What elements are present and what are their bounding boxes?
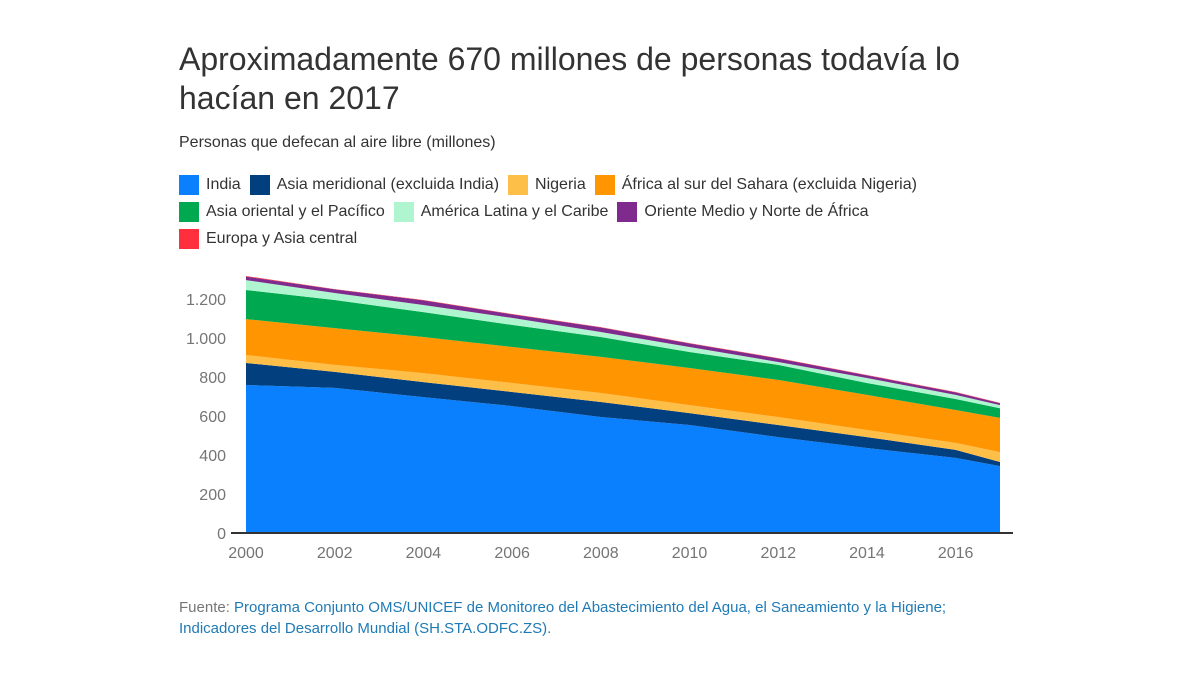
x-tick-label: 2000 (228, 545, 264, 562)
legend-item-europe-central-asia[interactable]: Europa y Asia central (179, 228, 358, 249)
y-tick-label: 800 (199, 370, 226, 387)
y-tick-label: 1.200 (186, 292, 226, 309)
legend-item-nigeria[interactable]: Nigeria (508, 174, 586, 195)
legend-item-india[interactable]: India (179, 174, 241, 195)
y-tick-label: 400 (199, 448, 226, 465)
legend-row: India Asia meridional (excluida India) N… (179, 171, 1039, 198)
y-axis: 0 200 400 600 800 1.000 1.200 (186, 292, 246, 543)
legend-swatch-middle-east (617, 201, 638, 222)
legend-item-middle-east[interactable]: Oriente Medio y Norte de África (617, 201, 869, 222)
legend-item-south-asia[interactable]: Asia meridional (excluida India) (249, 174, 500, 195)
area-series-0[interactable] (246, 385, 1000, 533)
legend-item-latin-america[interactable]: América Latina y el Caribe (393, 201, 609, 222)
legend-label: Asia meridional (excluida India) (276, 175, 500, 193)
legend: India Asia meridional (excluida India) N… (179, 171, 1039, 252)
area-series-1[interactable] (246, 363, 1000, 467)
legend-label: África al sur del Sahara (excluida Niger… (621, 175, 917, 193)
area-series-4[interactable] (246, 290, 1000, 418)
legend-label: Oriente Medio y Norte de África (644, 202, 869, 220)
x-tick-label: 2016 (938, 545, 974, 562)
x-tick-label: 2014 (849, 545, 885, 562)
y-tick-label: 200 (199, 487, 226, 504)
legend-row: Asia oriental y el Pacífico América Lati… (179, 198, 1039, 225)
source-note: Fuente: Programa Conjunto OMS/UNICEF de … (179, 597, 1059, 639)
legend-swatch-europe-central-asia (179, 228, 199, 249)
legend-swatch-east-asia-pacific (179, 201, 199, 222)
source-prefix: Fuente: (179, 599, 235, 616)
legend-label: Europa y Asia central (206, 229, 358, 247)
chart-areas (246, 276, 1000, 533)
x-tick-label: 2006 (494, 545, 530, 562)
y-tick-label: 0 (217, 526, 226, 543)
legend-label: Nigeria (535, 175, 586, 193)
legend-item-east-asia-pacific[interactable]: Asia oriental y el Pacífico (179, 201, 385, 222)
legend-item-sub-saharan-africa[interactable]: África al sur del Sahara (excluida Niger… (594, 174, 917, 195)
legend-swatch-south-asia (249, 174, 270, 195)
legend-swatch-sub-saharan-africa (594, 174, 615, 195)
x-tick-label: 2010 (672, 545, 708, 562)
legend-label: India (206, 175, 241, 193)
source-link-wdi[interactable]: Indicadores del Desarrollo Mundial (SH.S… (179, 620, 552, 637)
legend-swatch-india (179, 174, 199, 195)
y-tick-label: 1.000 (186, 331, 226, 348)
legend-label: Asia oriental y el Pacífico (206, 202, 385, 220)
x-tick-label: 2008 (583, 545, 619, 562)
legend-swatch-nigeria (508, 174, 529, 195)
area-series-3[interactable] (246, 319, 1000, 453)
source-link-jmp[interactable]: Programa Conjunto OMS/UNICEF de Monitore… (234, 599, 947, 616)
area-series-6[interactable] (246, 276, 1000, 406)
legend-label: América Latina y el Caribe (420, 202, 609, 220)
x-tick-label: 2012 (760, 545, 796, 562)
x-tick-label: 2002 (317, 545, 353, 562)
legend-row: Europa y Asia central (179, 225, 1039, 252)
area-series-5[interactable] (246, 280, 1000, 409)
y-tick-label: 600 (199, 409, 226, 426)
area-series-2[interactable] (246, 355, 1000, 462)
x-tick-label: 2004 (406, 545, 442, 562)
chart-subtitle: Personas que defecan al aire libre (mill… (179, 134, 496, 151)
x-axis: 2000 2002 2004 2006 2008 2010 2012 2014 2016 (228, 532, 1013, 562)
legend-swatch-latin-america (393, 201, 414, 222)
chart-title: Aproximadamente 670 millones de personas… (179, 41, 960, 116)
